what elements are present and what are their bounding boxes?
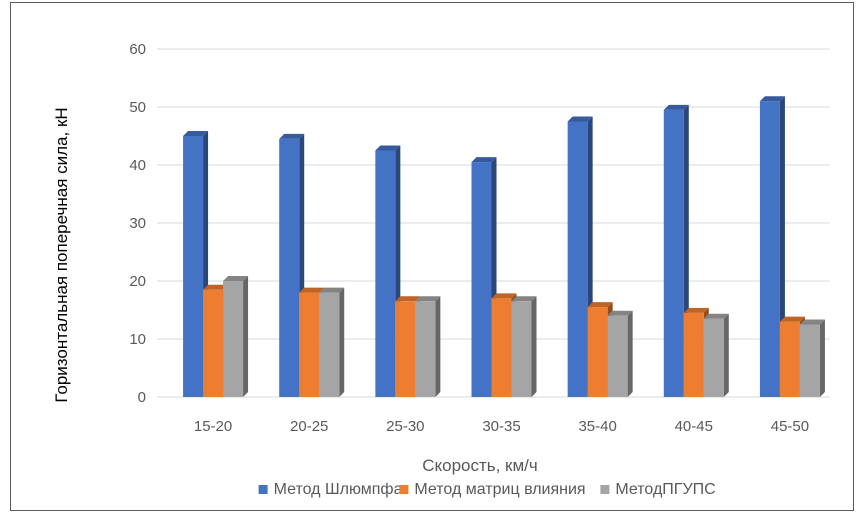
bar — [223, 276, 249, 397]
y-tick-label: 30 — [129, 215, 146, 232]
x-tick-label: 40-45 — [675, 418, 713, 435]
legend-item: Метод матриц влияния — [399, 481, 586, 498]
bar — [799, 319, 825, 397]
y-tick-label: 20 — [129, 273, 146, 290]
legend: Метод Шлюмпфа Метод матриц влияния МетодПГ… — [258, 481, 716, 498]
x-tick-label: 15-20 — [194, 418, 232, 435]
x-tick-label: 20-25 — [290, 418, 328, 435]
y-tick-label: 10 — [129, 331, 146, 348]
y-axis-title: Горизонтальная поперечная сила, кН — [52, 107, 71, 402]
x-tick-labels: 15-20 20-25 25-30 30-35 35-40 40-45 45-50 — [194, 418, 809, 435]
bar — [415, 296, 441, 397]
legend-item: Метод Шлюмпфа — [258, 481, 403, 498]
x-axis-title: Скорость, км/ч — [422, 456, 538, 475]
x-tick-label: 25-30 — [386, 418, 424, 435]
legend-label: Метод Шлюмпфа — [274, 481, 403, 498]
x-tick-label: 30-35 — [482, 418, 520, 435]
bar — [607, 310, 633, 397]
bar — [319, 287, 345, 397]
x-tick-label: 35-40 — [578, 418, 616, 435]
legend-swatch — [600, 485, 610, 494]
legend-label: МетодПГУПС — [615, 481, 715, 498]
y-tick-labels: 0 10 20 30 40 50 60 — [129, 41, 146, 406]
bar — [511, 296, 537, 397]
y-tick-label: 50 — [129, 99, 146, 116]
y-tick-label: 60 — [129, 41, 146, 58]
bar — [703, 313, 729, 397]
y-tick-label: 40 — [129, 157, 146, 174]
bars — [183, 96, 825, 398]
legend-swatch — [258, 485, 268, 494]
legend-swatch — [399, 485, 409, 494]
legend-label: Метод матриц влияния — [414, 481, 585, 498]
legend-item: МетодПГУПС — [600, 481, 716, 498]
chart-frame — [10, 2, 854, 511]
y-tick-label: 0 — [138, 389, 146, 406]
x-tick-label: 45-50 — [771, 418, 809, 435]
